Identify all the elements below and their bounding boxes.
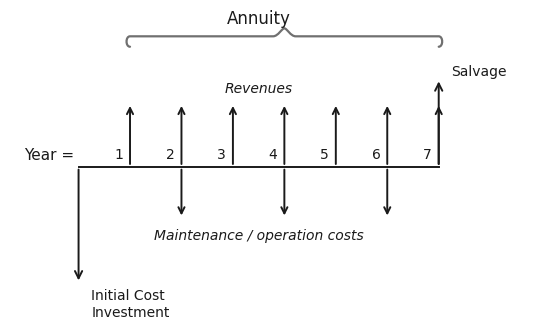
Text: 3: 3 — [217, 148, 226, 162]
Text: 2: 2 — [166, 148, 174, 162]
Text: Year =: Year = — [24, 148, 75, 163]
Text: Maintenance / operation costs: Maintenance / operation costs — [154, 229, 363, 243]
Text: 6: 6 — [371, 148, 381, 162]
Text: 4: 4 — [269, 148, 277, 162]
Text: Initial Cost
Investment: Initial Cost Investment — [91, 289, 170, 319]
Text: Annuity: Annuity — [226, 10, 291, 28]
Text: 5: 5 — [320, 148, 329, 162]
Text: Salvage: Salvage — [452, 65, 507, 80]
Text: 1: 1 — [114, 148, 123, 162]
Text: Revenues: Revenues — [225, 82, 293, 96]
Text: 7: 7 — [423, 148, 432, 162]
